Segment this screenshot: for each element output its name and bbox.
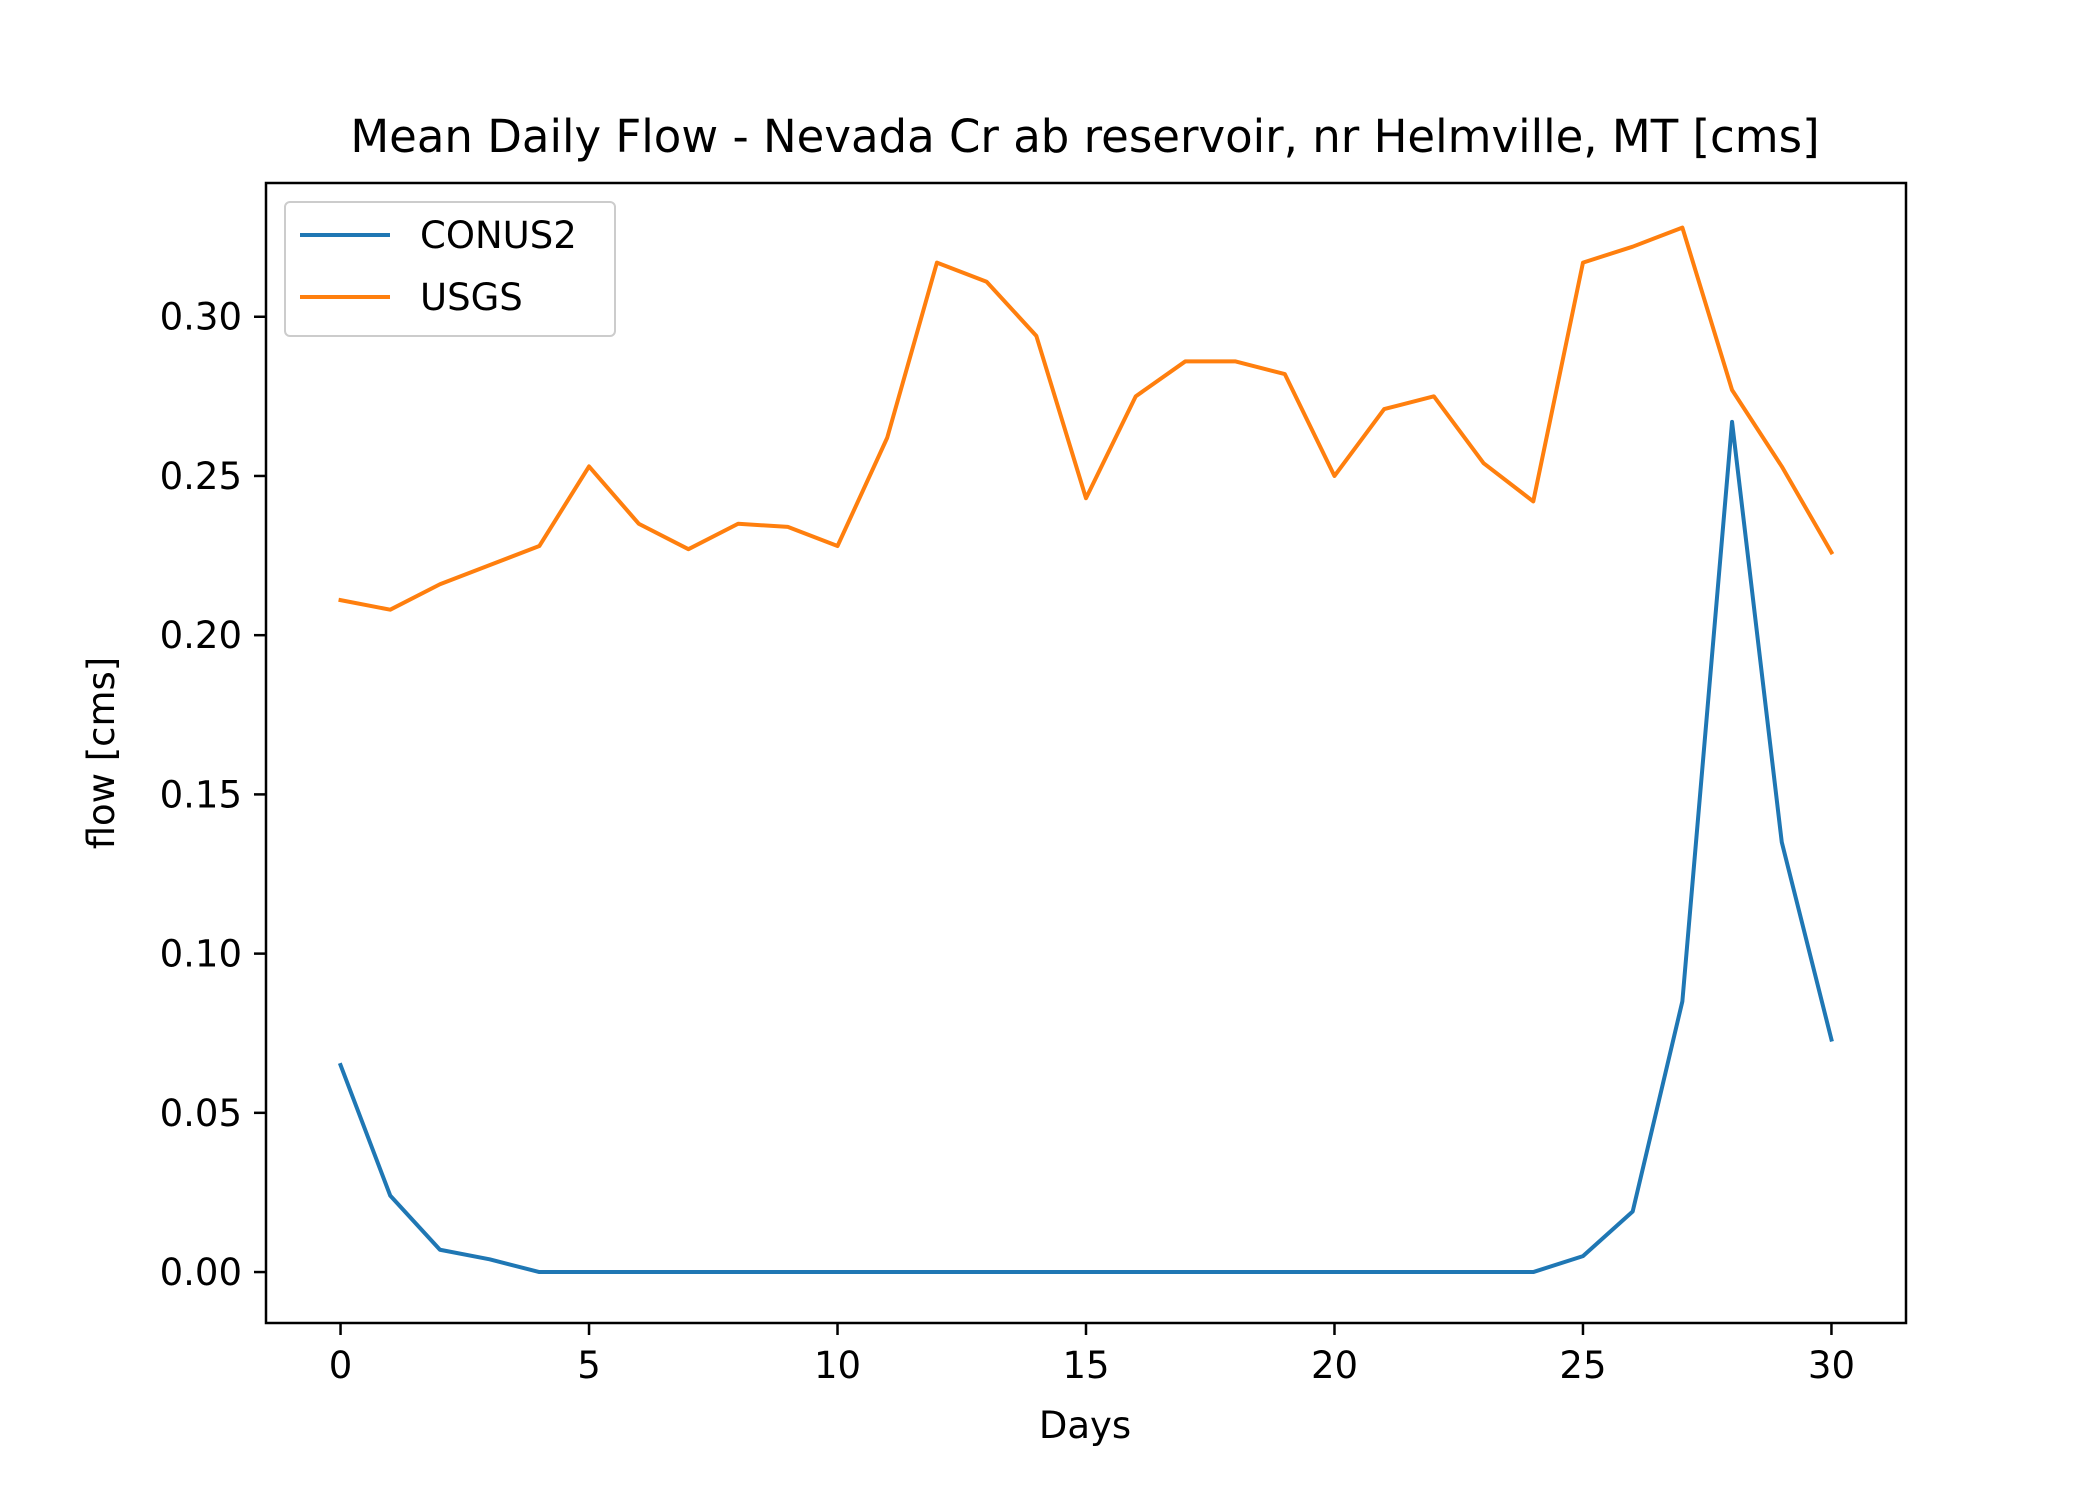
y-tick-label: 0.15 [160, 773, 242, 816]
series-line-usgs [338, 225, 1835, 612]
x-tick-label: 10 [814, 1344, 861, 1387]
x-axis: 0 5 10 15 20 25 30 [329, 1323, 1855, 1387]
y-tick-label: 0.30 [160, 296, 242, 339]
y-axis: 0.00 0.05 0.10 0.15 0.20 0.25 0.30 [160, 296, 266, 1294]
legend: CONUS2 USGS [284, 201, 616, 337]
y-tick-label: 0.00 [160, 1251, 242, 1294]
y-tick-label: 0.05 [160, 1092, 242, 1135]
series-layer [337, 225, 1835, 1275]
x-tick-label: 15 [1062, 1344, 1109, 1387]
x-tick-label: 5 [577, 1344, 601, 1387]
legend-label-conus2: CONUS2 [420, 214, 577, 257]
x-tick-label: 25 [1559, 1344, 1606, 1387]
plot-area [264, 181, 1908, 1325]
plot-frame [264, 181, 1908, 1325]
y-axis-label: flow [cms] [80, 657, 123, 850]
series-line-conus2 [337, 419, 1834, 1275]
y-tick-label: 0.20 [160, 614, 242, 657]
x-tick-label: 0 [329, 1344, 353, 1387]
x-tick-label: 30 [1808, 1344, 1855, 1387]
legend-label-usgs: USGS [420, 276, 523, 319]
y-tick-label: 0.25 [160, 455, 242, 498]
chart-title: Mean Daily Flow - Nevada Cr ab reservoir… [350, 110, 1819, 163]
y-tick-label: 0.10 [160, 933, 242, 976]
x-axis-label: Days [1039, 1404, 1131, 1447]
x-tick-label: 20 [1311, 1344, 1358, 1387]
